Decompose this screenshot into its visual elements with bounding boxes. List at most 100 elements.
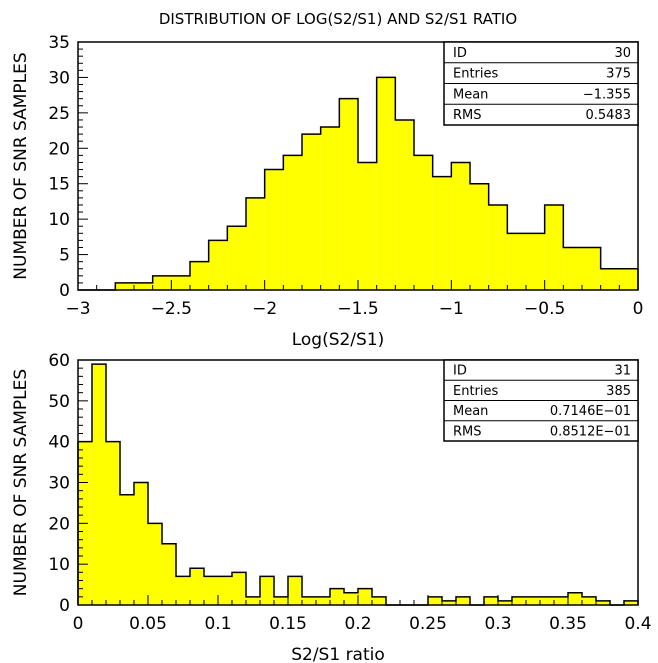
x-tick-label: 0.3 [484, 614, 511, 634]
histogram-bar [554, 596, 568, 605]
histogram-bar [596, 600, 610, 605]
histogram-bar [582, 247, 601, 290]
x-axis: −3 −2.5 −2 −1.5 −1 −0.5 0 [65, 280, 643, 319]
stats-value: 0.5483 [586, 108, 632, 123]
x-tick-label: −1.5 [337, 299, 378, 319]
figure-title: DISTRIBUTION OF LOG(S2/S1) AND S2/S1 RAT… [159, 10, 517, 28]
histogram-bar [330, 588, 344, 605]
stats-label: Mean [453, 87, 488, 102]
histogram-bar [246, 197, 265, 290]
histogram-bar [442, 600, 456, 605]
x-tick-label: 0 [633, 299, 644, 319]
histogram-bar [274, 596, 288, 605]
histogram-bar [320, 127, 340, 291]
x-tick-label: −2.5 [151, 299, 192, 319]
histogram-bar [316, 596, 330, 605]
y-axis-title: NUMBER OF SNR SAMPLES [11, 369, 31, 596]
histogram-bar [484, 596, 498, 605]
x-tick-label: 0.25 [409, 614, 447, 634]
stats-box: ID 30 Entries 375 Mean −1.355 RMS 0.5483 [443, 41, 639, 126]
histogram-bar [414, 155, 433, 290]
histogram-bar [283, 155, 302, 290]
x-tick-label: −3 [65, 299, 90, 319]
y-tick-label: 30 [48, 474, 70, 494]
y-tick-label: 40 [48, 433, 70, 453]
histogram-bar [288, 576, 302, 605]
y-tick-label: 35 [48, 33, 70, 53]
histogram-bar [260, 576, 274, 605]
x-tick-label: 0.1 [204, 614, 231, 634]
stats-label: Entries [453, 67, 499, 82]
y-tick-label: 0 [59, 281, 70, 301]
stats-label: ID [453, 364, 467, 379]
histogram-bar [162, 543, 176, 605]
x-tick-label: −2 [252, 299, 277, 319]
histogram-bar [600, 268, 620, 290]
histogram-bar [470, 183, 489, 290]
x-axis: 0 0.05 0.1 0.15 0.2 0.25 0.3 0.35 0.4 [73, 595, 652, 634]
histogram-bar [152, 275, 172, 290]
stats-value: 0.8512E−01 [550, 424, 631, 439]
histogram-bar [106, 441, 120, 605]
y-axis: 0 10 20 30 40 50 60 [48, 351, 88, 616]
histogram-bar [428, 596, 442, 605]
stats-value: 375 [606, 67, 631, 82]
x-tick-label: 0.4 [624, 614, 651, 634]
x-tick-label: −1 [439, 299, 464, 319]
histogram-bar [507, 233, 526, 290]
histogram-bar [92, 364, 106, 605]
stats-value: −1.355 [583, 87, 631, 102]
histogram-bar [526, 596, 540, 605]
histogram-bar [134, 282, 153, 290]
stats-label: Entries [453, 384, 499, 399]
histogram-bar [344, 592, 358, 605]
x-tick-label: −0.5 [524, 299, 565, 319]
histogram-bars [115, 77, 638, 291]
x-axis-title: S2/S1 ratio [291, 645, 385, 663]
histogram-bar [456, 596, 470, 605]
histogram-bar [227, 226, 246, 290]
histogram-bar [619, 268, 638, 290]
histogram-bar [498, 600, 512, 605]
stats-value: 0.7146E−01 [550, 404, 631, 419]
x-tick-label: 0.15 [269, 614, 307, 634]
y-tick-label: 20 [48, 139, 70, 159]
histogram-bar [358, 162, 377, 290]
stats-label: Mean [453, 404, 488, 419]
histogram-bar [563, 247, 582, 290]
histogram-bar [376, 77, 396, 290]
histogram-bar [302, 134, 321, 290]
histogram-bar [526, 233, 545, 290]
stats-label: ID [453, 46, 467, 61]
stats-label: RMS [453, 108, 482, 123]
stats-box: ID 31 Entries 385 Mean 0.7146E−01 RMS 0.8512E−0… [443, 359, 639, 442]
panel-ratio: 0 0.05 0.1 0.15 0.2 0.25 0.3 0.35 0.4 0 10 20 30 40 50… [11, 351, 652, 663]
x-axis-title: Log(S2/S1) [292, 330, 385, 350]
histogram-bar [204, 576, 218, 605]
histogram-bar [218, 576, 232, 605]
histogram-bar [134, 482, 148, 605]
histogram-bar [358, 588, 372, 605]
y-tick-label: 15 [48, 175, 70, 195]
histogram-bar [302, 596, 316, 605]
x-tick-label: 0.35 [549, 614, 587, 634]
histogram-bar [148, 523, 162, 605]
histogram-bar [451, 162, 470, 290]
x-tick-label: 0 [73, 614, 84, 634]
y-tick-label: 25 [48, 104, 70, 124]
histogram-bar [624, 600, 638, 605]
stats-value: 385 [606, 384, 631, 399]
histogram-bar [176, 576, 190, 605]
histogram-bar [208, 240, 228, 290]
histogram-bar [432, 176, 452, 290]
histogram-bar [568, 592, 582, 605]
histogram-bar [115, 282, 134, 290]
histogram-bar [190, 261, 209, 290]
y-tick-label: 10 [48, 210, 70, 230]
y-tick-label: 0 [59, 596, 70, 616]
x-tick-label: 0.2 [344, 614, 371, 634]
y-tick-label: 10 [48, 555, 70, 575]
histogram-bar [544, 204, 564, 290]
histogram-bar [190, 568, 204, 605]
histogram-bar [171, 275, 190, 290]
